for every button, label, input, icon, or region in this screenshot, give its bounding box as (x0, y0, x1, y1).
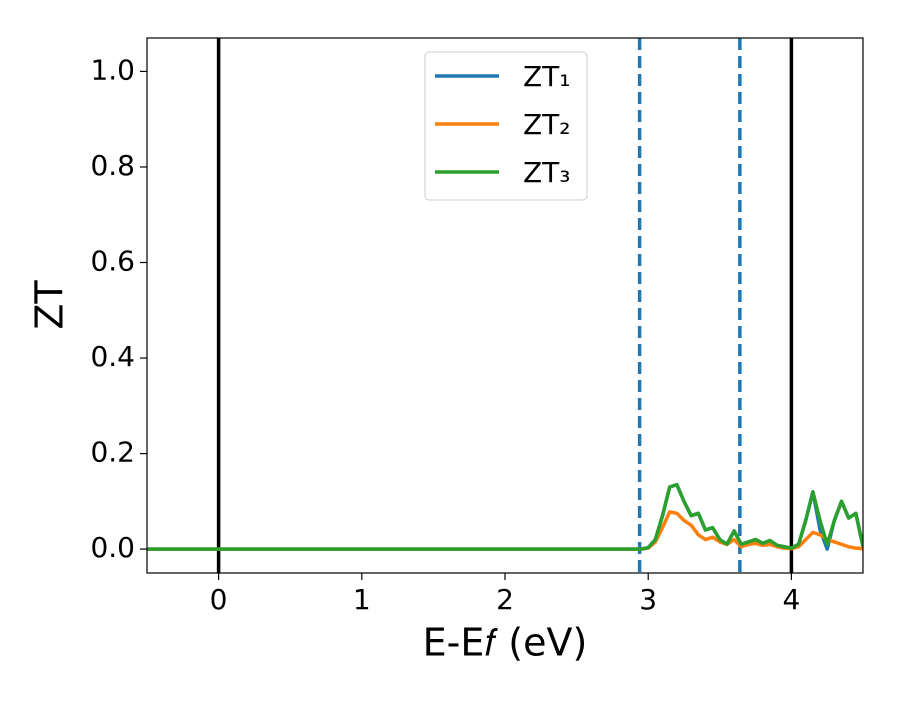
legend-label: ZT₁ (523, 60, 571, 93)
y-tick-label: 0.2 (90, 436, 135, 469)
x-tick-label: 1 (353, 583, 371, 616)
series-line (147, 482, 863, 551)
y-tick-label: 0.4 (90, 340, 135, 373)
legend-label: ZT₂ (523, 108, 571, 141)
x-tick-label: 4 (782, 583, 800, 616)
y-tick-label: 0.0 (90, 531, 135, 564)
legend-box (424, 51, 588, 201)
x-axis-label: E-E𝑓 (eV) (423, 621, 588, 665)
plot-frame (146, 37, 864, 574)
x-tick-label: 2 (496, 583, 514, 616)
y-axis-label: ZT (28, 280, 72, 330)
x-tick-label: 0 (210, 583, 228, 616)
legend-label: ZT₃ (523, 156, 571, 189)
x-tick-label: 3 (639, 583, 657, 616)
y-tick-label: 1.0 (90, 53, 135, 86)
y-tick-label: 0.6 (90, 245, 135, 278)
y-tick-label: 0.8 (90, 149, 135, 182)
